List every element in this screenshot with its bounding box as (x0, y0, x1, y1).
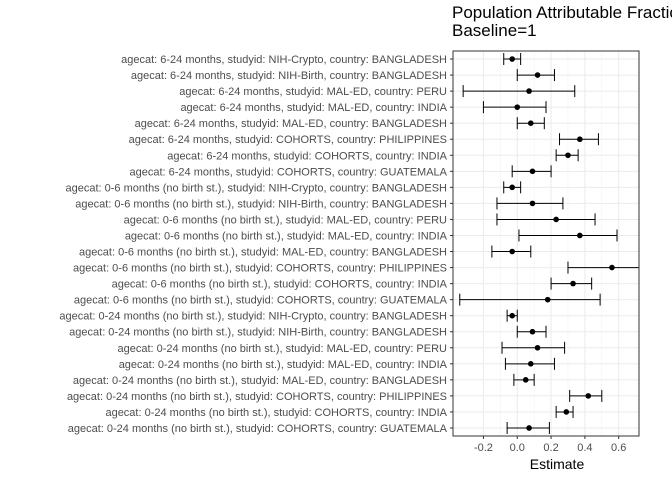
x-tick-label: 0.0 (510, 442, 525, 454)
row-label: agecat: 0-6 months (no birth st.), study… (75, 198, 447, 210)
row-label: agecat: 0-6 months (no birth st.), study… (125, 230, 448, 242)
point-estimate (526, 88, 532, 94)
point-estimate (522, 377, 529, 383)
row-label: agecat: 0-24 months (no birth st.), stud… (67, 391, 447, 403)
row-label: agecat: 0-24 months (no birth st.), stud… (117, 343, 447, 355)
estimate-row (501, 341, 566, 354)
point-estimate (514, 104, 521, 110)
grid-major-lines (453, 51, 639, 436)
row-label: agecat: 0-6 months (no birth st.), study… (66, 182, 448, 194)
point-estimate (529, 200, 536, 207)
point-estimate (577, 136, 583, 143)
estimate-row (567, 261, 639, 274)
point-estimate (553, 216, 559, 223)
row-label: agecat: 0-6 months (no birth st.), study… (79, 247, 447, 259)
estimate-row (459, 293, 601, 306)
row-label: agecat: 0-6 months (no birth st.), study… (124, 214, 447, 226)
estimate-row (491, 245, 532, 258)
estimate-marks (459, 53, 639, 434)
estimate-row (506, 421, 550, 434)
point-estimate (509, 312, 515, 319)
row-label: agecat: 6-24 months, studyid: COHORTS, c… (167, 150, 447, 162)
row-label: agecat: 0-24 months (no birth st.), stud… (119, 359, 448, 371)
chart-title: Population Attributable Fraction Baselin… (452, 4, 672, 40)
row-label: agecat: 0-24 months (no birth st.), stud… (69, 327, 447, 339)
point-estimate (563, 409, 570, 415)
row-label: agecat: 6-24 months, studyid: NIH-Crypto… (121, 54, 447, 66)
row-label: agecat: 0-6 months (no birth st.), study… (74, 295, 448, 307)
x-tick-label: -0.2 (474, 442, 493, 454)
x-axis-ticks: -0.2 0.0 0.2 0.4 0.6 (474, 436, 626, 454)
point-estimate (570, 280, 576, 287)
point-estimate (527, 361, 534, 367)
point-estimate (509, 184, 515, 191)
row-label: agecat: 6-24 months, studyid: MAL-ED, co… (135, 118, 447, 130)
chart-title-line-1: Population Attributable Fraction (452, 4, 672, 22)
estimate-row (516, 117, 545, 130)
x-tick-label: 0.4 (577, 442, 592, 454)
x-tick-label: 0.2 (543, 442, 558, 454)
row-label: agecat: 6-24 months, studyid: COHORTS, c… (130, 166, 448, 178)
estimate-row (503, 53, 522, 66)
row-label: agecat: 6-24 months, studyid: COHORTS, c… (129, 134, 447, 146)
estimate-row (504, 357, 555, 370)
estimate-row (516, 69, 555, 82)
estimate-row (516, 325, 547, 338)
point-estimate (529, 168, 536, 175)
point-estimate (577, 232, 583, 239)
row-label: agecat: 0-24 months (no birth st.), stud… (105, 407, 447, 419)
estimate-row (559, 133, 599, 146)
point-estimate (509, 248, 515, 255)
point-estimate (534, 344, 541, 351)
row-label: agecat: 0-24 months (no birth st.), stud… (59, 311, 447, 323)
plot-border (452, 50, 640, 437)
chart-title-line-2: Baseline=1 (452, 21, 537, 40)
grid-minor-lines (500, 51, 603, 436)
row-label: agecat: 0-24 months (no birth st.), stud… (73, 375, 447, 387)
row-label: agecat: 0-24 months (no birth st.), stud… (68, 423, 448, 435)
estimate-row (506, 309, 518, 322)
estimate-row (513, 373, 535, 386)
row-label: agecat: 0-6 months (no birth st.), study… (112, 279, 448, 291)
estimate-row (555, 149, 579, 162)
estimate-row (496, 213, 596, 226)
point-estimate (529, 328, 536, 335)
point-estimate (534, 72, 541, 78)
estimate-row (569, 389, 603, 402)
row-label: agecat: 6-24 months, studyid: MAL-ED, co… (179, 86, 447, 98)
estimate-row (496, 197, 564, 210)
row-label: agecat: 6-24 months, studyid: MAL-ED, co… (180, 102, 447, 114)
row-label: agecat: 0-6 months (no birth st.), study… (73, 263, 447, 275)
point-estimate (526, 425, 532, 431)
row-labels: agecat: 6-24 months, studyid: NIH-Crypto… (59, 54, 453, 435)
point-estimate (565, 152, 571, 159)
row-label: agecat: 6-24 months, studyid: NIH-Birth,… (131, 70, 447, 82)
estimate-row (482, 101, 547, 114)
estimate-row (550, 277, 593, 290)
point-estimate (527, 120, 534, 126)
estimate-row (462, 85, 576, 98)
point-estimate (609, 264, 615, 271)
point-estimate (585, 393, 592, 399)
estimate-row (518, 229, 618, 242)
plot-panel (452, 50, 640, 437)
estimate-row (555, 405, 574, 418)
x-axis-title: Estimate (530, 456, 585, 472)
x-tick-label: 0.6 (611, 442, 626, 454)
point-estimate (509, 56, 515, 62)
estimate-row (511, 165, 552, 178)
estimate-row (503, 181, 522, 194)
point-estimate (544, 296, 551, 303)
